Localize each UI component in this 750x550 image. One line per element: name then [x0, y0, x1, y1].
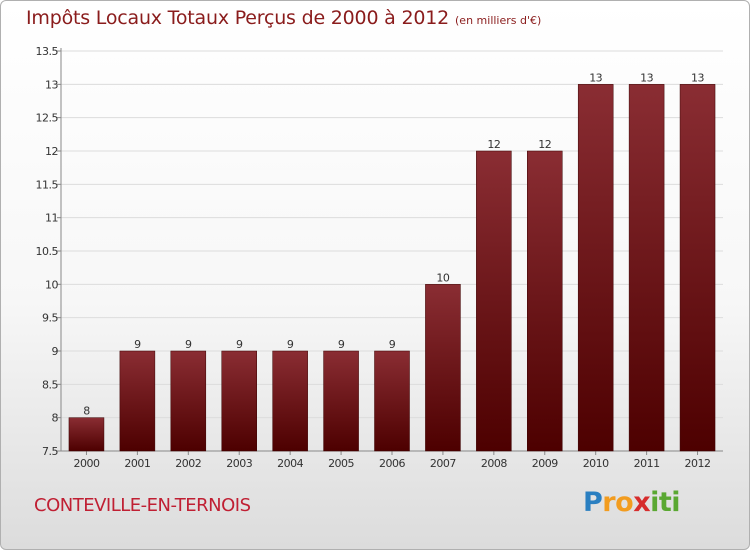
data-label-2005: 9 — [338, 338, 345, 351]
y-tick-label: 8 — [52, 412, 59, 425]
data-label-2002: 9 — [185, 338, 192, 351]
data-label-2003: 9 — [236, 338, 243, 351]
x-tick-label-2008: 2008 — [481, 457, 507, 470]
data-label-2000: 8 — [83, 405, 90, 418]
bar-2008 — [476, 150, 512, 452]
logo-letter: o — [615, 487, 634, 518]
logo-letter: i — [650, 487, 659, 518]
x-tick-label-2004: 2004 — [277, 457, 303, 470]
x-tick-label-2005: 2005 — [328, 457, 354, 470]
y-tick-label: 9.5 — [42, 312, 58, 325]
y-tick-label: 10 — [45, 278, 58, 291]
logo-letter: i — [671, 487, 681, 518]
data-label-2009: 12 — [538, 138, 551, 151]
bar-2010 — [577, 84, 614, 452]
data-label-2010: 13 — [589, 71, 602, 84]
bar-2003 — [221, 350, 257, 452]
bar-2009 — [527, 150, 563, 452]
y-tick-label: 7.5 — [42, 445, 58, 458]
x-tick-label-2010: 2010 — [583, 457, 609, 470]
data-label-2012: 13 — [691, 71, 704, 84]
data-label-2004: 9 — [287, 338, 294, 351]
y-tick-label: 13 — [45, 78, 58, 91]
x-tick-label-2007: 2007 — [430, 457, 456, 470]
x-tick-label-2002: 2002 — [175, 457, 201, 470]
logo-letter: r — [602, 487, 616, 518]
chart-subtitle: (en milliers d'€) — [455, 14, 542, 27]
y-tick-label: 13.5 — [36, 45, 59, 58]
y-tick-label: 8.5 — [42, 378, 58, 391]
y-tick-label: 9 — [52, 345, 59, 358]
x-tick-label-2000: 2000 — [73, 457, 99, 470]
bar-2002 — [170, 350, 207, 452]
data-label-2007: 10 — [436, 271, 449, 284]
logo-letter: P — [583, 487, 603, 518]
y-tick-label: 11.5 — [36, 178, 59, 191]
bar-2004 — [272, 350, 308, 452]
bar-2006 — [374, 350, 410, 452]
y-tick-label: 12.5 — [36, 112, 59, 125]
x-tick-label-2009: 2009 — [532, 457, 558, 470]
x-tick-label-2012: 2012 — [685, 457, 711, 470]
y-tick-label: 12 — [45, 145, 58, 158]
bar-2001 — [119, 350, 156, 452]
x-tick-label-2006: 2006 — [379, 457, 405, 470]
y-tick-label: 10.5 — [36, 245, 59, 258]
bar-2011 — [628, 84, 665, 452]
x-tick-label-2011: 2011 — [634, 457, 660, 470]
data-label-2008: 12 — [487, 138, 500, 151]
logo-letter: x — [633, 487, 651, 518]
bar-2007 — [425, 284, 461, 452]
logo-letter: t — [658, 487, 672, 518]
proxiti-logo[interactable]: Proxiti — [583, 487, 681, 518]
chart-title: Impôts Locaux Totaux Perçus de 2000 à 20… — [26, 7, 542, 29]
y-tick-label: 11 — [45, 212, 58, 225]
data-label-2011: 13 — [640, 71, 653, 84]
bar-2012 — [679, 84, 716, 452]
x-tick-label-2003: 2003 — [226, 457, 252, 470]
bar-2005 — [323, 350, 359, 452]
data-label-2001: 9 — [134, 338, 141, 351]
commune-name: CONTEVILLE-EN-TERNOIS — [34, 495, 251, 516]
bar-2000 — [68, 417, 105, 452]
data-label-2006: 9 — [389, 338, 396, 351]
x-tick-label-2001: 2001 — [124, 457, 150, 470]
